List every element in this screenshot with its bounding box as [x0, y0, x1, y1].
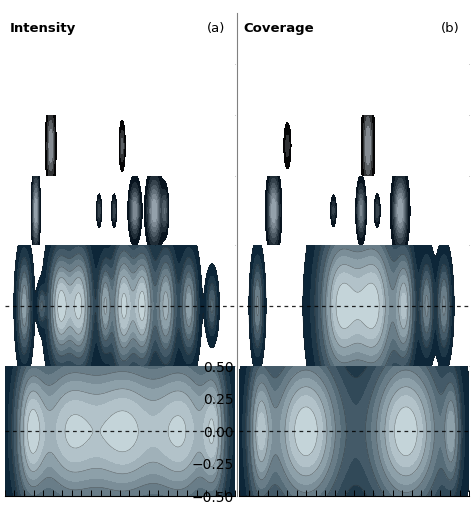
Text: (b): (b) — [441, 22, 460, 35]
Text: Coverage: Coverage — [244, 22, 314, 35]
Text: (a): (a) — [207, 22, 226, 35]
Text: Intensity: Intensity — [9, 22, 75, 35]
